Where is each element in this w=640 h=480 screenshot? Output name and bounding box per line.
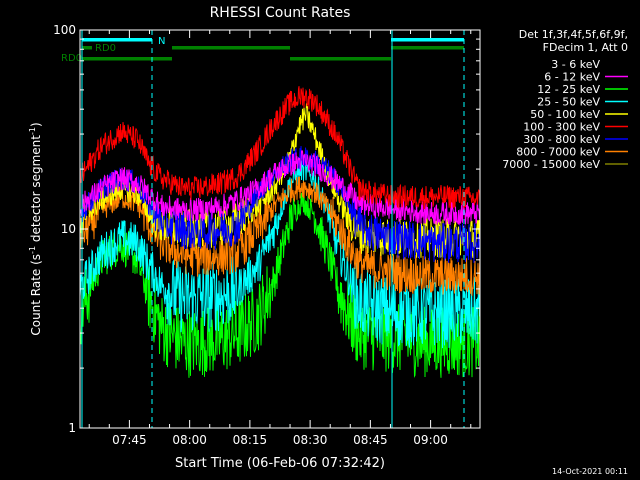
y-tick-label: 1 [68, 421, 76, 435]
rd0-bar-2 [172, 46, 290, 50]
x-tick-label: 08:00 [172, 433, 207, 447]
y-label-end: ) [29, 122, 43, 127]
series-layer [79, 86, 481, 418]
legend-label: 800 - 7000 keV [516, 146, 600, 159]
rd0-bar-1 [82, 46, 92, 50]
x-tick-label: 08:30 [293, 433, 328, 447]
x-tick-label: 08:15 [233, 433, 268, 447]
rd0-bar-5 [290, 57, 391, 61]
n-state-bar-2 [391, 38, 464, 42]
y-label-main: Count Rate (s [29, 254, 43, 336]
x-tick-label: 09:00 [413, 433, 448, 447]
series-line-5 [79, 86, 481, 210]
y-label-mid: detector segment [29, 135, 43, 246]
n-label: N [158, 36, 165, 47]
series-line-3 [79, 159, 481, 349]
legend: Det 1f,3f,4f,5f,6f,9f, FDecim 1, Att 0 3… [502, 28, 628, 171]
legend-label: 3 - 6 keV [551, 58, 600, 71]
legend-label: 12 - 25 keV [537, 83, 600, 96]
legend-label: 100 - 300 keV [523, 121, 600, 134]
rd0-label-2: RD0 [61, 53, 82, 64]
rd0-label-1: RD0 [95, 43, 116, 54]
legend-label: 50 - 100 keV [530, 108, 600, 121]
y-tick-label: 100 [53, 23, 76, 37]
series-line-7 [79, 176, 481, 296]
rd0-bar-4 [82, 57, 172, 61]
series-line-1 [79, 149, 481, 226]
legend-label: 25 - 50 keV [537, 96, 600, 109]
y-label-sup1: -1 [28, 246, 37, 254]
legend-header-2: FDecim 1, Att 0 [543, 41, 628, 54]
timestamp: 14-Oct-2021 00:11 [552, 467, 628, 476]
legend-label: 7000 - 15000 keV [502, 158, 600, 171]
x-axis-label: Start Time (06-Feb-06 07:32:42) [175, 456, 385, 471]
x-tick-label: 07:45 [112, 433, 147, 447]
x-tick-label: 08:45 [353, 433, 388, 447]
rd0-bar-3 [391, 46, 464, 50]
y-label-sup2: -1 [28, 127, 37, 135]
y-axis-label: Count Rate (s-1 detector segment-1) [28, 122, 43, 335]
legend-label: 300 - 800 keV [523, 133, 600, 146]
legend-header-1: Det 1f,3f,4f,5f,6f,9f, [519, 28, 628, 41]
legend-label: 6 - 12 keV [544, 71, 600, 84]
axes: 07:45 08:00 08:15 08:30 08:45 09:00 1 10 100 [53, 23, 480, 447]
n-state-bar-1 [82, 38, 152, 42]
chart-title: RHESSI Count Rates [210, 5, 351, 21]
y-tick-label: 10 [61, 222, 76, 236]
state-bars: N RD0 RD0 [61, 36, 464, 64]
